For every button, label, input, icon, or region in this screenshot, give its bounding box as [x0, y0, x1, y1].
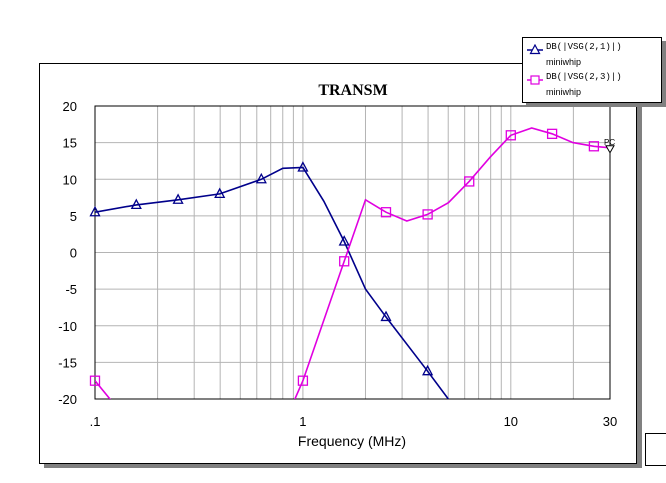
- y-tick-label: 0: [70, 246, 77, 261]
- data-point-square: [546, 128, 558, 139]
- data-point-square: [380, 207, 392, 218]
- y-tick-labels: 20 15 10 5 0 -5 -10 -15 -20: [58, 99, 77, 407]
- x-tick-labels: .1 1 10 30: [90, 414, 618, 429]
- x-tick-label: 30: [603, 414, 617, 429]
- y-tick-label: 5: [70, 209, 77, 224]
- y-tick-label: 15: [63, 136, 77, 151]
- y-tick-label: 10: [63, 172, 77, 187]
- end-marker: PC: [604, 138, 615, 154]
- data-point-square: [464, 176, 475, 187]
- data-point-square: [505, 130, 516, 141]
- legend[interactable]: DB(|VSG(2,1)|) miniwhip DB(|VSG(2,3)|) m…: [522, 37, 662, 103]
- legend-swatch-triangle: [527, 44, 543, 55]
- chart-title: TRANSM: [318, 82, 387, 99]
- end-marker-label: PC: [604, 138, 615, 147]
- y-tick-label: -20: [58, 392, 77, 407]
- data-point-triangle: [380, 310, 392, 322]
- data-point-square: [339, 256, 350, 267]
- data-point-square: [89, 375, 101, 386]
- end-marker-arrow: [605, 145, 615, 154]
- legend-entry-vsg21[interactable]: DB(|VSG(2,1)|) miniwhip: [527, 41, 661, 69]
- x-tick-label: 10: [504, 414, 518, 429]
- x-axis-label: Frequency (MHz): [298, 433, 406, 449]
- data-point-triangle: [297, 161, 309, 172]
- data-point-triangle: [89, 205, 101, 217]
- data-point-square: [422, 209, 433, 220]
- data-point-triangle: [130, 198, 142, 210]
- x-tick-label: .1: [90, 414, 101, 429]
- legend-series-name: DB(|VSG(2,1)|): [546, 42, 622, 52]
- y-tick-label: -5: [65, 282, 77, 297]
- data-point-triangle: [214, 187, 226, 199]
- data-point-square: [297, 375, 309, 386]
- x-tick-label: 1: [299, 414, 306, 429]
- corner-panel: [645, 433, 666, 466]
- data-point-triangle: [255, 172, 267, 184]
- series-line-2: [95, 127, 610, 399]
- legend-series-name: DB(|VSG(2,3)|): [546, 72, 622, 82]
- legend-series-source: miniwhip: [546, 87, 582, 97]
- y-tick-label: -10: [58, 319, 77, 334]
- data-point-square: [588, 141, 600, 152]
- series-lines: [95, 127, 610, 399]
- data-point-triangle: [172, 193, 184, 204]
- legend-series-source: miniwhip: [546, 57, 582, 67]
- series-markers: [89, 128, 600, 386]
- data-point-triangle: [422, 364, 434, 376]
- y-tick-label: -15: [58, 355, 77, 370]
- y-tick-label: 20: [63, 99, 77, 114]
- data-point-triangle: [338, 235, 350, 246]
- series-line-1: [95, 166, 450, 399]
- plot-frame: [94, 105, 611, 400]
- legend-entry-vsg23[interactable]: DB(|VSG(2,3)|) miniwhip: [527, 71, 661, 99]
- legend-swatch-square: [527, 75, 543, 85]
